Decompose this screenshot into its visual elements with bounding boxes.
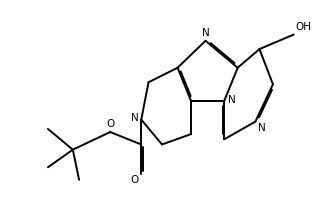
Text: O: O: [130, 175, 138, 185]
Text: N: N: [202, 28, 209, 38]
Text: N: N: [258, 123, 266, 133]
Text: N: N: [228, 95, 236, 105]
Text: OH: OH: [295, 22, 311, 32]
Text: O: O: [107, 118, 115, 129]
Text: N: N: [131, 114, 139, 123]
